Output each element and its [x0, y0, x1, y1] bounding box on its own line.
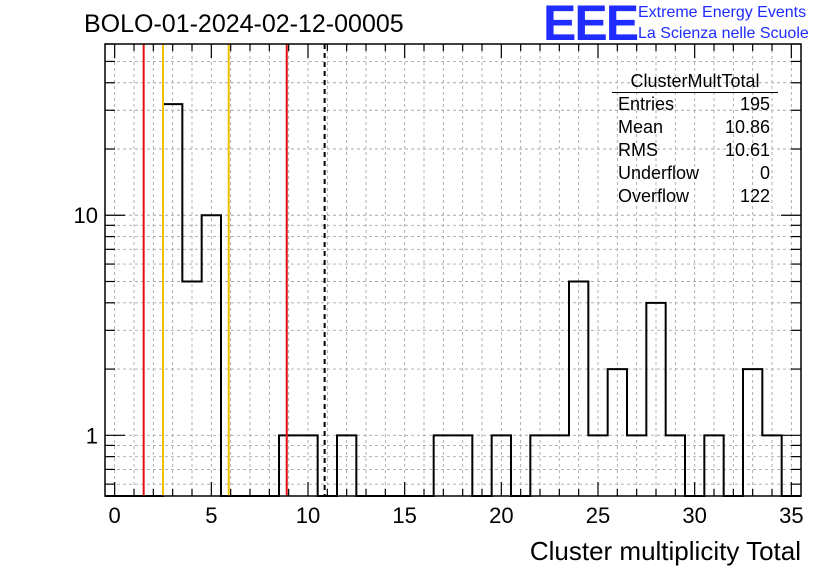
x-tick-label: 10 — [296, 503, 320, 528]
plot-title: BOLO-01-2024-02-12-00005 — [84, 10, 404, 38]
x-tick-label: 30 — [682, 503, 706, 528]
stats-label: Mean — [618, 117, 664, 137]
x-axis-label: Cluster multiplicity Total — [530, 536, 801, 566]
stats-value: 195 — [739, 94, 770, 114]
stats-row-rms: RMS 10.61 — [612, 139, 778, 162]
stats-row-overflow: Overflow 122 — [612, 185, 778, 208]
stats-value: 122 — [739, 186, 770, 206]
stats-value: 10.86 — [724, 117, 770, 137]
stats-title: ClusterMultTotal — [612, 70, 778, 93]
stats-value: 10.61 — [724, 140, 770, 160]
histogram-bin — [163, 104, 182, 496]
stats-row-underflow: Underflow 0 — [612, 162, 778, 185]
logo-line-1: Extreme Energy Events — [638, 4, 807, 21]
stats-label: RMS — [618, 140, 658, 160]
x-tick-label: 5 — [205, 503, 217, 528]
y-tick-label: 1 — [86, 423, 98, 448]
y-tick-label: 10 — [74, 203, 98, 228]
plot-frame — [104, 43, 802, 497]
stats-label: Overflow — [618, 186, 690, 206]
stats-box: ClusterMultTotal Entries 195 Mean 10.86 … — [612, 70, 778, 208]
stats-value: 0 — [759, 163, 770, 183]
x-tick-label: 15 — [392, 503, 416, 528]
x-tick-label: 35 — [779, 503, 803, 528]
logo-line-2: La Scienza nelle Scuole — [638, 25, 809, 42]
stats-label: Underflow — [618, 163, 700, 183]
stats-row-mean: Mean 10.86 — [612, 116, 778, 139]
x-tick-label: 20 — [489, 503, 513, 528]
x-tick-label: 25 — [586, 503, 610, 528]
x-tick-label: 0 — [109, 503, 121, 528]
eee-logo: EEE — [543, 0, 639, 51]
stats-label: Entries — [618, 94, 675, 114]
stats-row-entries: Entries 195 — [612, 93, 778, 116]
